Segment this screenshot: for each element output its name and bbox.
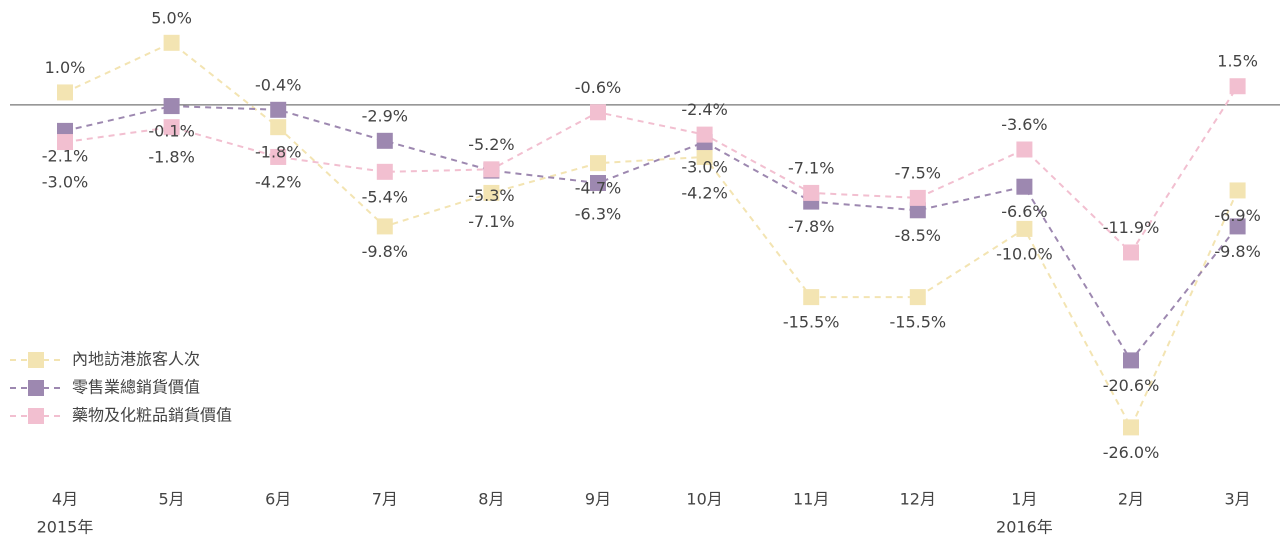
data-label: 1.0% [45,58,86,77]
point-marker [696,148,713,165]
x-year-label: 2016年 [996,518,1053,537]
legend-marker [28,408,44,424]
point-marker [1229,218,1246,235]
point-marker [270,119,287,136]
data-label: -7.5% [895,163,941,182]
data-label: 5.0% [151,8,192,27]
data-label: -6.3% [575,205,621,224]
data-label: -7.8% [788,217,834,236]
data-label: -4.7% [575,179,621,198]
point-marker [590,155,606,172]
x-tick-label: 10月 [686,490,722,509]
x-tick-label: 6月 [265,490,291,509]
data-label: -5.3% [468,186,514,205]
point-marker [483,161,500,178]
point-marker [909,189,926,206]
point-marker [270,101,287,118]
series-line [64,41,1239,430]
data-label: -3.0% [42,172,88,191]
data-label: -5.4% [362,187,408,206]
data-label: -10.0% [996,244,1053,263]
data-label: -0.4% [255,75,301,94]
data-label: -0.1% [148,122,194,141]
x-tick-label: 3月 [1225,490,1251,509]
data-label: -15.5% [889,313,946,332]
point-marker [803,289,820,306]
data-label: -15.5% [783,313,840,332]
data-label: -6.9% [1214,206,1260,225]
point-marker [1016,220,1033,237]
x-tick-label: 12月 [900,490,936,509]
data-label: -2.1% [42,146,88,165]
data-label: -3.0% [681,158,727,177]
data-label: -7.1% [468,212,514,231]
legend-marker [28,352,44,368]
legend-label: 內地訪港旅客人次 [72,350,200,369]
data-label: -0.6% [575,78,621,97]
data-label: -4.2% [681,184,727,203]
data-label: -7.1% [788,158,834,177]
x-tick-label: 2月 [1118,490,1144,509]
x-tick-label: 9月 [585,490,611,509]
data-label: -1.8% [148,148,194,167]
data-label: 1.5% [1217,52,1258,71]
x-tick-label: 4月 [52,490,78,509]
data-label: -11.9% [1103,218,1160,237]
point-marker [1123,352,1139,369]
point-marker [1123,419,1139,436]
data-label: -2.9% [362,106,408,125]
legend-label: 零售業總銷貨價值 [72,378,200,397]
point-marker [1229,78,1246,95]
point-marker [376,132,393,149]
x-tick-label: 5月 [159,490,185,509]
point-marker [376,218,393,235]
data-label: -6.6% [1001,202,1047,221]
point-marker [1123,244,1139,261]
x-tick-label: 7月 [372,490,398,509]
point-marker [57,134,73,151]
point-marker [590,104,606,121]
point-marker [803,184,820,201]
point-marker [1229,182,1246,199]
data-label: -9.8% [362,242,408,261]
point-marker [376,163,393,180]
point-marker [696,126,713,143]
point-marker [163,98,180,115]
series-line [64,105,1239,363]
data-label: -8.5% [895,226,941,245]
data-label: -20.6% [1103,376,1160,395]
point-marker [909,289,926,306]
point-marker [909,202,926,219]
point-marker [483,184,500,201]
data-label: -1.8% [255,143,301,162]
data-label: -2.4% [681,100,727,119]
point-marker [57,84,73,101]
data-label: -3.6% [1001,115,1047,134]
point-marker [163,34,180,51]
data-label: -4.2% [255,172,301,191]
legend-marker [28,380,44,396]
series-line [64,85,1239,255]
x-tick-label: 1月 [1011,490,1037,509]
point-marker [590,174,606,191]
x-year-label: 2015年 [37,518,94,537]
point-marker [1016,178,1033,195]
point-marker [1016,141,1033,158]
data-label: -26.0% [1103,443,1160,462]
point-marker [270,148,287,165]
data-label: -5.2% [468,135,514,154]
x-tick-label: 8月 [478,490,504,509]
data-label: -9.8% [1214,242,1260,261]
legend-label: 藥物及化粧品銷貨價值 [72,406,232,425]
x-tick-label: 11月 [793,490,829,509]
point-marker [163,119,180,136]
